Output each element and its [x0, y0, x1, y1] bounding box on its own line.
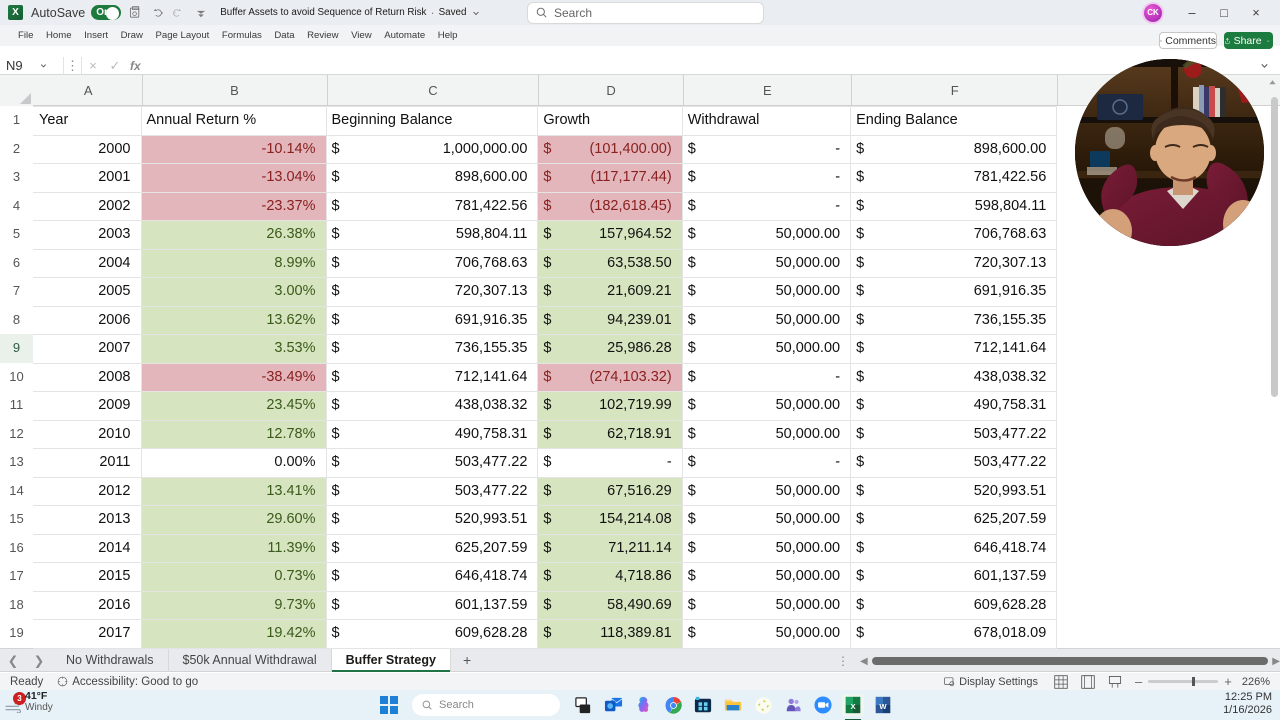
svg-text:W: W [879, 702, 887, 711]
svg-text:X: X [850, 702, 856, 711]
